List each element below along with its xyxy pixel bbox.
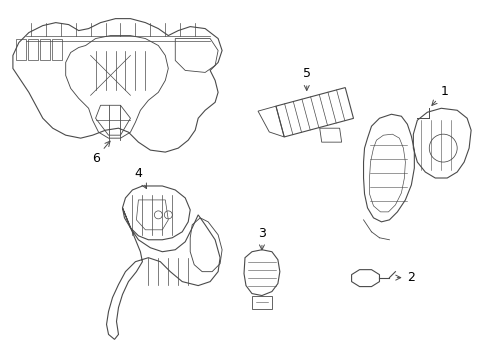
Text: 1: 1 — [432, 85, 448, 105]
Text: 5: 5 — [303, 67, 311, 90]
Text: 3: 3 — [258, 227, 266, 250]
Text: 2: 2 — [396, 271, 415, 284]
Text: 6: 6 — [92, 141, 110, 165]
Text: 4: 4 — [134, 167, 147, 189]
